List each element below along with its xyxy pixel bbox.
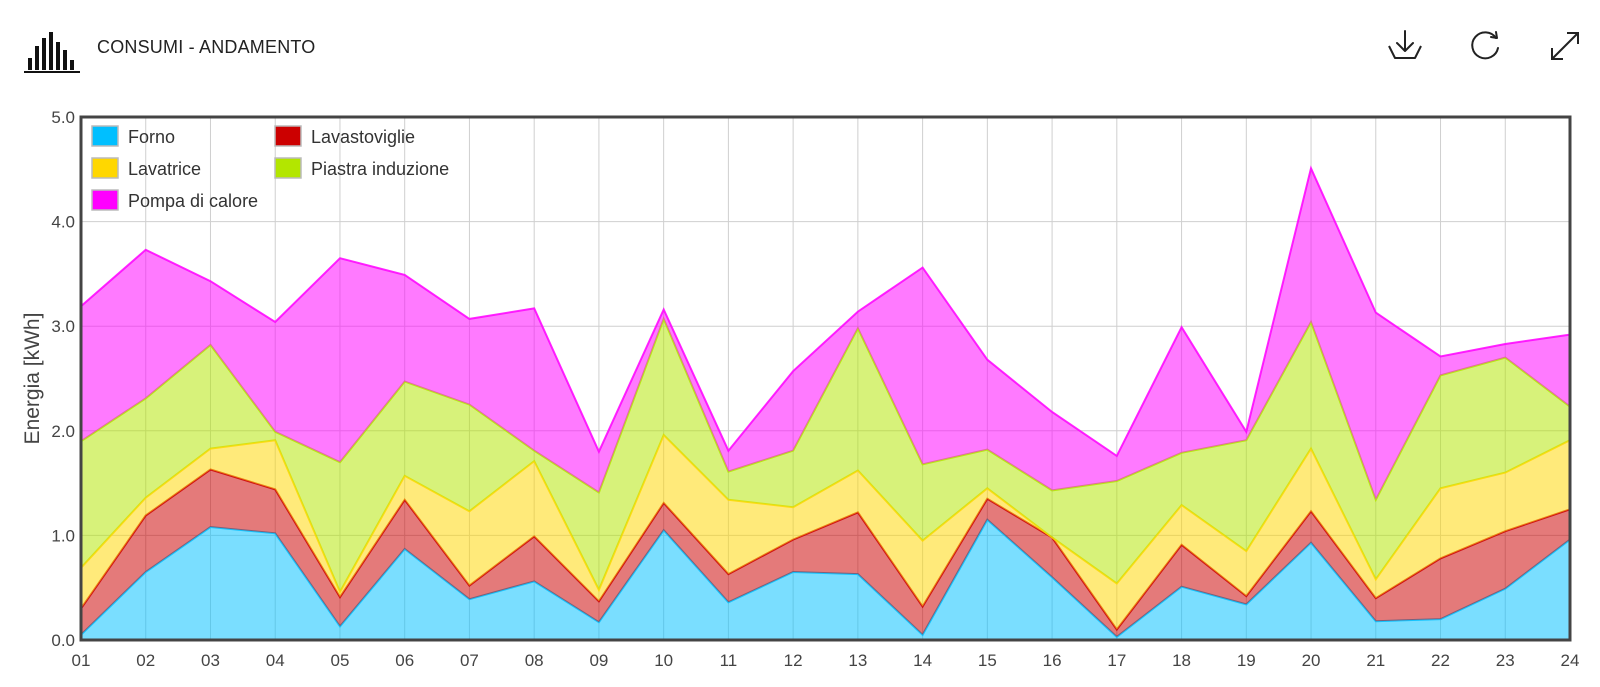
x-tick-label: 06	[395, 651, 414, 670]
area-piastra-induzione	[81, 318, 1570, 592]
area-lavatrice	[81, 435, 1570, 630]
x-tick-label: 03	[201, 651, 220, 670]
legend-swatch-lavatrice	[91, 157, 119, 179]
x-tick-label: 04	[266, 651, 285, 670]
y-tick-label: 1.0	[51, 526, 75, 545]
y-tick-label: 3.0	[51, 317, 75, 336]
legend-swatch-pompa-di-calore	[91, 189, 119, 211]
x-tick-label: 10	[654, 651, 673, 670]
download-button[interactable]	[1385, 26, 1425, 66]
y-axis-title: Energia [kWh]	[21, 313, 44, 445]
x-tick-label: 21	[1366, 651, 1385, 670]
expand-button[interactable]	[1545, 26, 1585, 66]
x-tick-label: 18	[1172, 651, 1191, 670]
area-pompa-di-calore	[81, 168, 1570, 500]
refresh-button[interactable]	[1465, 26, 1505, 66]
y-tick-label: 2.0	[51, 422, 75, 441]
x-tick-label: 24	[1561, 651, 1580, 670]
area-lavastoviglie	[81, 469, 1570, 637]
x-tick-label: 08	[525, 651, 544, 670]
panel-title: CONSUMI - ANDAMENTO	[97, 37, 316, 57]
x-tick-label: 05	[330, 651, 349, 670]
x-tick-label: 16	[1043, 651, 1062, 670]
x-tick-label: 15	[978, 651, 997, 670]
x-tick-label: 14	[913, 651, 932, 670]
y-tick-label: 5.0	[51, 108, 75, 127]
x-tick-label: 20	[1302, 651, 1321, 670]
x-tick-label: 22	[1431, 651, 1450, 670]
x-tick-label: 19	[1237, 651, 1256, 670]
legend-label-lavatrice: Lavatrice	[128, 159, 201, 179]
panel-header: CONSUMI - ANDAMENTO	[0, 0, 1600, 95]
legend-swatch-forno	[91, 125, 119, 147]
legend-label-pompa-di-calore: Pompa di calore	[128, 191, 258, 211]
x-tick-label: 09	[589, 651, 608, 670]
area-forno	[81, 519, 1570, 640]
y-tick-label: 4.0	[51, 213, 75, 232]
bar-chart-icon	[24, 30, 82, 75]
x-tick-label: 23	[1496, 651, 1515, 670]
legend-label-piastra-induzione: Piastra induzione	[311, 159, 449, 179]
legend-swatch-piastra-induzione	[274, 157, 302, 179]
legend-swatch-lavastoviglie	[274, 125, 302, 147]
y-tick-label: 0.0	[51, 631, 75, 650]
x-tick-label: 11	[720, 651, 738, 670]
line-pompa-di-calore	[80, 165, 1571, 458]
expand-icon	[1551, 32, 1579, 60]
x-tick-label: 17	[1107, 651, 1126, 670]
x-tick-label: 07	[460, 651, 479, 670]
x-tick-label: 13	[848, 651, 867, 670]
x-tick-label: 02	[136, 651, 155, 670]
legend-label-lavastoviglie: Lavastoviglie	[311, 127, 415, 147]
x-tick-label: 01	[72, 651, 91, 670]
x-tick-label: 12	[784, 651, 803, 670]
refresh-icon	[1471, 31, 1499, 60]
plot-border	[79, 115, 1572, 642]
download-icon	[1388, 30, 1422, 59]
legend-label-forno: Forno	[128, 127, 175, 147]
